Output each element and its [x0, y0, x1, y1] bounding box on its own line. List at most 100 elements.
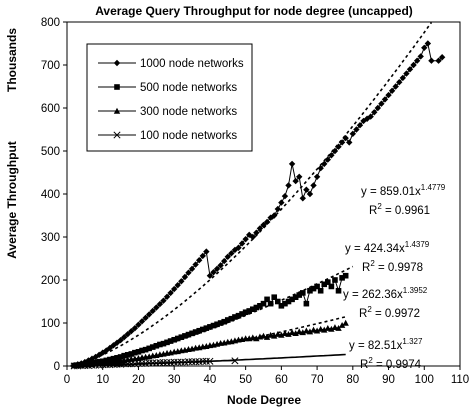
data-point: [253, 229, 260, 236]
data-point: [267, 300, 274, 307]
data-point: [289, 296, 295, 303]
data-point: [260, 221, 267, 229]
data-point: [249, 334, 256, 341]
legend-label: 300 node networks: [140, 106, 237, 118]
data-point: [325, 279, 331, 285]
data-point: [171, 336, 177, 343]
data-point: [253, 335, 260, 342]
x-marker-stroke: [113, 131, 121, 139]
data-point: [317, 287, 324, 294]
data-point: [342, 319, 349, 326]
data-point: [135, 321, 142, 328]
data-point: [282, 300, 288, 307]
data-point: [331, 147, 339, 155]
data-point: [349, 130, 357, 137]
data-point: [114, 355, 120, 361]
data-point: [378, 100, 385, 107]
data-point: [300, 290, 306, 296]
data-point: [399, 74, 407, 82]
data-point: [303, 186, 310, 193]
data-point: [388, 87, 396, 94]
y-tick-label: 700: [41, 60, 60, 72]
x-tick-label: 40: [204, 374, 217, 386]
data-point: [257, 303, 263, 309]
data-point: [249, 306, 256, 313]
data-point: [221, 318, 227, 325]
data-point: [299, 195, 306, 202]
data-point: [142, 314, 149, 322]
x-tick-label: 100: [415, 374, 434, 386]
data-point: [160, 297, 167, 304]
data-point: [271, 212, 278, 219]
fit-equations: y = 859.01x1.4779 R2 = 0.9961 y = 424.34x1…: [343, 183, 446, 371]
data-point: [321, 326, 328, 333]
data-point: [274, 298, 281, 305]
x-tick-label: 30: [168, 374, 181, 386]
data-point: [239, 311, 245, 317]
y-tick-label: 600: [41, 103, 60, 115]
legend-item: 500 node networks: [98, 82, 237, 94]
data-point: [167, 289, 174, 297]
data-point: [285, 182, 292, 189]
data-point: [410, 61, 417, 69]
data-point: [281, 192, 289, 200]
data-point: [356, 122, 364, 129]
data-point: [228, 315, 235, 322]
legend: 1000 node networks 500 node networks 300 n…: [86, 43, 253, 152]
data-point: [367, 113, 374, 120]
fit-equation: y = 82.51x1.327: [349, 337, 423, 352]
data-point: [235, 244, 242, 251]
axes: 0 10 20 30 40 50 60 70 80 90 100 110 0 100 200 300 400 50…: [41, 17, 469, 386]
data-point: [317, 165, 324, 172]
data-point: [274, 330, 281, 337]
data-point: [338, 139, 346, 146]
data-point: [242, 309, 249, 316]
data-point: [381, 96, 389, 103]
data-point: [246, 308, 253, 314]
data-point: [238, 240, 246, 247]
data-point: [217, 320, 224, 326]
data-point: [292, 294, 299, 300]
legend-marker: [113, 59, 121, 67]
data-point: [224, 253, 231, 260]
y-tick-label: 100: [41, 318, 60, 330]
data-point: [406, 66, 414, 73]
legend-item: 300 node networks: [98, 106, 237, 118]
data-point: [128, 351, 135, 357]
series-diamond: [70, 40, 446, 369]
data-point: [281, 330, 289, 337]
fit-equation: y = 262.36x1.3952: [343, 286, 428, 301]
data-point: [385, 91, 392, 99]
data-point: [192, 261, 199, 268]
data-point: [124, 330, 131, 338]
data-point: [307, 287, 313, 294]
data-point: [421, 44, 428, 51]
data-point: [224, 317, 231, 323]
data-point: [178, 334, 185, 340]
data-point: [292, 177, 299, 185]
data-point: [335, 287, 342, 294]
data-point: [342, 272, 349, 279]
data-point: [196, 327, 202, 334]
data-point: [149, 307, 156, 315]
data-point: [113, 339, 121, 346]
data-point: [167, 338, 174, 344]
data-point: [214, 321, 220, 328]
data-point: [288, 160, 296, 168]
data-point: [428, 57, 435, 64]
y-tick-label: 800: [41, 17, 60, 29]
data-point: [174, 281, 181, 289]
data-point: [213, 265, 221, 273]
x-tick-label: 50: [239, 374, 252, 386]
x-tick-label: 10: [96, 374, 109, 386]
data-point: [203, 325, 210, 331]
data-point: [235, 312, 242, 319]
data-point: [353, 126, 360, 133]
data-point: [199, 326, 206, 333]
data-point: [192, 329, 199, 335]
data-point: [417, 53, 424, 60]
data-point: [342, 134, 349, 142]
data-point: [182, 333, 188, 339]
data-point: [413, 57, 421, 64]
data-point: [149, 344, 156, 350]
